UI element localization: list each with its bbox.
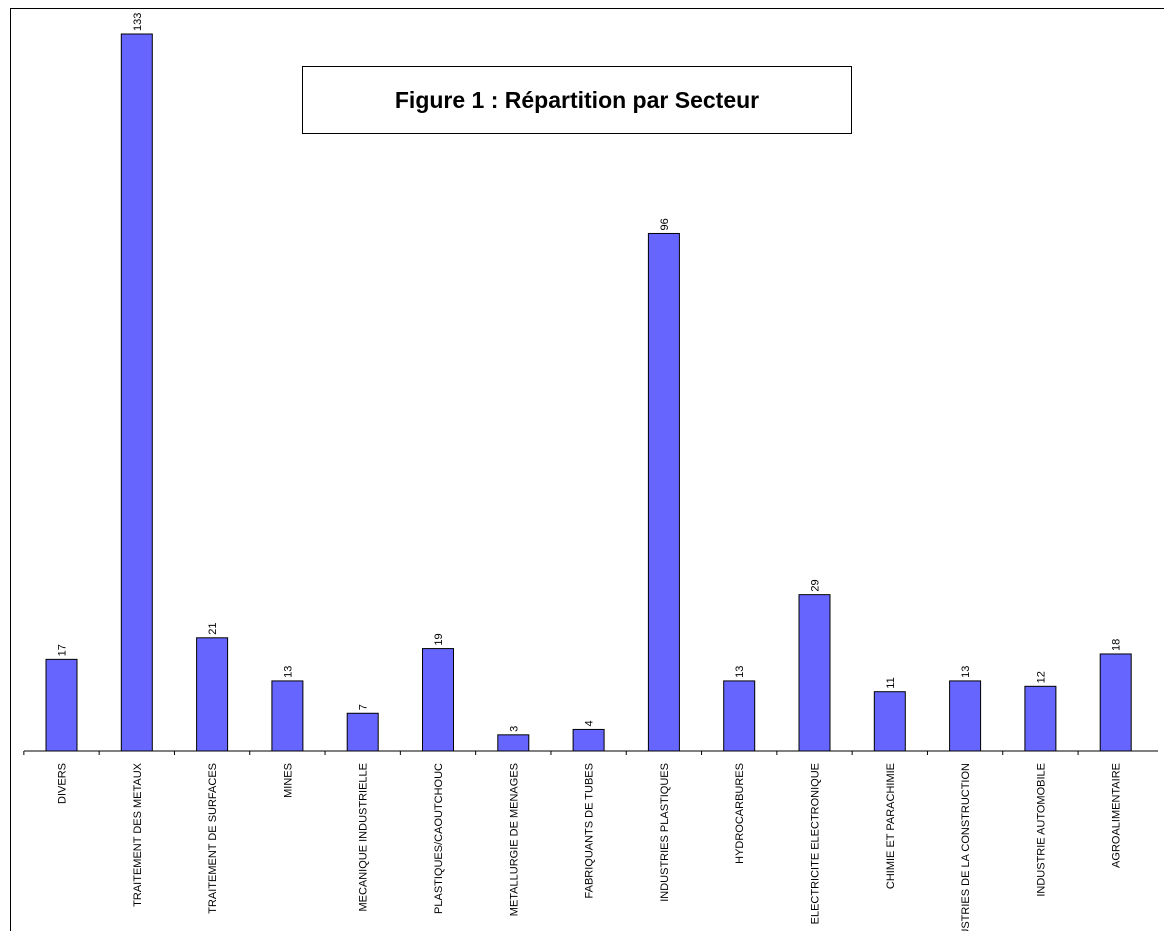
category-label: TRAITEMENT DE SURFACES bbox=[207, 763, 219, 914]
data-label: 96 bbox=[659, 218, 671, 230]
bar bbox=[45, 658, 78, 752]
category-label: MECANIQUE INDUSTRIELLE bbox=[358, 763, 370, 912]
chart-title-box: Figure 1 : Répartition par Secteur bbox=[302, 66, 852, 134]
category-label: INDUSTRIES PLASTIQUES bbox=[659, 763, 671, 902]
data-label: 13 bbox=[734, 666, 746, 678]
data-label: 133 bbox=[132, 13, 144, 31]
data-label: 13 bbox=[282, 666, 294, 678]
bar bbox=[497, 734, 530, 752]
bar bbox=[120, 33, 153, 752]
bar bbox=[1099, 653, 1132, 752]
category-label: DIVERS bbox=[57, 763, 69, 804]
bar bbox=[271, 680, 304, 752]
chart-frame bbox=[10, 8, 1164, 931]
bar bbox=[723, 680, 756, 752]
data-label: 11 bbox=[885, 677, 897, 688]
bar bbox=[422, 648, 454, 752]
bar bbox=[196, 637, 229, 752]
data-label: 3 bbox=[508, 726, 520, 732]
data-label: 21 bbox=[207, 623, 219, 635]
bar bbox=[346, 712, 379, 752]
bar bbox=[1024, 685, 1057, 752]
bar bbox=[873, 691, 906, 752]
data-label: 18 bbox=[1111, 639, 1123, 651]
category-label: METALLURGIE DE MENAGES bbox=[508, 763, 520, 916]
data-label: 17 bbox=[57, 644, 69, 656]
bar bbox=[798, 594, 831, 752]
category-label: FABRIQUANTS DE TUBES bbox=[584, 763, 596, 899]
category-label: AGROALIMENTAIRE bbox=[1111, 763, 1123, 868]
bar bbox=[647, 232, 680, 752]
bar bbox=[572, 728, 605, 752]
data-label: 29 bbox=[810, 579, 822, 591]
bar bbox=[949, 680, 982, 752]
category-label: PLASTIQUES/CAOUTCHOUC bbox=[433, 763, 445, 914]
category-label: INDUSTRIES DE LA CONSTRUCTION bbox=[960, 763, 972, 931]
data-label: 4 bbox=[584, 720, 596, 726]
category-label: INDUSTRIE AUTOMOBILE bbox=[1035, 763, 1047, 897]
category-label: CHIMIE ET PARACHIMIE bbox=[885, 763, 897, 889]
data-label: 19 bbox=[433, 633, 445, 645]
category-label: ELECTRICITE ELECTRONIQUE bbox=[810, 763, 822, 924]
data-label: 7 bbox=[358, 704, 370, 710]
data-label: 12 bbox=[1035, 671, 1047, 683]
data-label: 13 bbox=[960, 666, 972, 678]
category-label: HYDROCARBURES bbox=[734, 763, 746, 864]
category-label: MINES bbox=[282, 763, 294, 798]
category-label: TRAITEMENT DES METAUX bbox=[132, 762, 144, 906]
chart-title: Figure 1 : Répartition par Secteur bbox=[394, 86, 760, 113]
